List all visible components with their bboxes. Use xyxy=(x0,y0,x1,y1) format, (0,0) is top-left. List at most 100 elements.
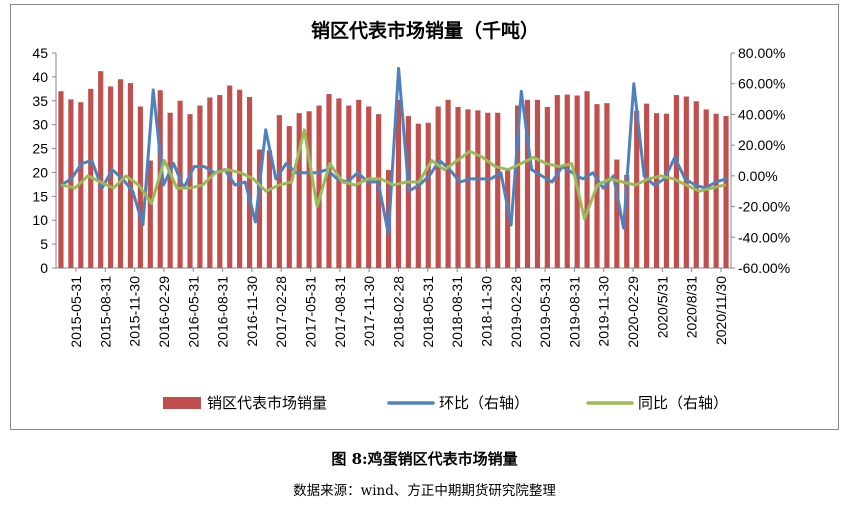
bar xyxy=(495,112,501,268)
x-tick-label: 2016-11-30 xyxy=(244,276,260,347)
bar xyxy=(634,110,640,268)
bar xyxy=(127,83,134,268)
mom-line xyxy=(59,66,728,236)
bar xyxy=(614,159,620,268)
left-tick-label: 45 xyxy=(32,45,48,61)
bar xyxy=(435,106,441,268)
bar xyxy=(207,97,213,268)
bar xyxy=(455,106,461,268)
x-tick-label: 2015-05-31 xyxy=(68,276,84,348)
left-tick-label: 20 xyxy=(32,164,48,180)
legend-label-mom: 环比（右轴） xyxy=(439,394,529,412)
bar xyxy=(554,95,560,269)
bar xyxy=(644,103,650,269)
bar xyxy=(475,110,481,268)
x-tick-label: 2019-02-28 xyxy=(508,276,524,348)
bar xyxy=(286,126,292,268)
chart-svg: 销区代表市场销量（千吨） 0 5 10 15 20 25 30 35 40 45 -60.00% -40… xyxy=(32,19,790,412)
bar xyxy=(326,94,332,268)
x-tick-label: 2016-08-31 xyxy=(215,276,231,348)
x-tick-label: 2020-02-29 xyxy=(625,276,641,348)
bar xyxy=(366,106,372,268)
bar xyxy=(713,113,719,268)
x-tick-label: 2017-05-31 xyxy=(303,276,319,348)
x-tick-label: 2015-11-30 xyxy=(127,276,143,347)
bar xyxy=(246,96,253,268)
right-tick-label: -60.00% xyxy=(738,260,790,276)
x-tick-label: 2016-02-29 xyxy=(156,276,172,348)
left-tick-label: 5 xyxy=(40,236,48,252)
bar xyxy=(624,174,630,268)
bar xyxy=(534,99,541,268)
chart-frame: 销区代表市场销量（千吨） 0 5 10 15 20 25 30 35 40 45 -60.00% -40… xyxy=(10,4,839,430)
x-tick-label: 2017-11-30 xyxy=(361,276,377,347)
bar xyxy=(465,109,471,268)
bar xyxy=(445,99,451,268)
bar xyxy=(524,99,531,268)
right-tick-label: 40.00% xyxy=(738,106,785,122)
bar xyxy=(415,123,421,268)
x-tick-label: 2016-05-31 xyxy=(185,276,201,348)
left-tick-label: 30 xyxy=(32,117,48,133)
x-tick-label: 2020/11/30 xyxy=(713,276,729,345)
bar xyxy=(167,112,173,268)
bar xyxy=(663,113,670,268)
left-tick-label: 40 xyxy=(32,69,48,85)
yoy-line xyxy=(60,128,727,221)
x-tick-label: 2019-05-31 xyxy=(537,276,553,348)
chart-title: 销区代表市场销量（千吨） xyxy=(311,19,539,42)
x-tick-label: 2017-02-28 xyxy=(273,276,289,348)
right-tick-label: 80.00% xyxy=(738,45,785,61)
x-tick-label: 2018-11-30 xyxy=(478,276,494,347)
bar xyxy=(78,102,84,268)
x-tick-label: 2020/8/31 xyxy=(684,276,700,338)
right-tick-label: 0.00% xyxy=(738,168,778,184)
bar xyxy=(256,149,263,268)
bar xyxy=(117,79,124,269)
left-tick-label: 25 xyxy=(32,141,48,157)
bar xyxy=(98,71,104,269)
left-tick-label: 35 xyxy=(32,93,48,109)
bar xyxy=(58,91,64,268)
right-tick-label: 60.00% xyxy=(738,76,785,92)
bar xyxy=(683,96,689,268)
right-tick-label: -40.00% xyxy=(738,229,790,245)
bar xyxy=(266,150,272,268)
bar xyxy=(336,98,342,268)
bar xyxy=(346,105,352,268)
source-note: 数据来源：wind、方正中期期货研究院整理 xyxy=(293,483,556,499)
bar xyxy=(217,95,223,269)
bar xyxy=(296,113,302,268)
x-tick-label: 2018-02-28 xyxy=(391,276,407,348)
bar xyxy=(485,112,491,268)
bar xyxy=(177,100,183,269)
x-tick-label: 2018-05-31 xyxy=(420,276,436,348)
bar xyxy=(584,91,590,268)
bar xyxy=(723,116,729,268)
right-tick-label: 20.00% xyxy=(738,137,785,153)
figure-caption: 图 8:鸡蛋销区代表市场销量 xyxy=(331,450,518,468)
bar xyxy=(147,160,153,268)
x-tick-label: 2017-08-31 xyxy=(332,276,348,348)
bar xyxy=(564,94,570,268)
bar xyxy=(316,105,322,268)
bar xyxy=(68,99,74,268)
x-tick-label: 2019-11-30 xyxy=(596,276,612,347)
legend-label-bar: 销区代表市场销量 xyxy=(207,394,327,412)
bar xyxy=(237,89,243,269)
bar xyxy=(108,86,114,268)
bar xyxy=(544,106,550,268)
bar xyxy=(653,113,660,268)
bar xyxy=(505,170,511,268)
bar xyxy=(276,115,282,268)
bar xyxy=(187,114,193,269)
bar xyxy=(425,122,431,268)
left-tick-label: 15 xyxy=(32,188,48,204)
bar xyxy=(306,111,312,269)
right-tick-label: -20.00% xyxy=(738,199,790,215)
left-tick-label: 0 xyxy=(40,260,48,276)
legend-swatch-bar xyxy=(163,397,201,409)
left-tick-label: 10 xyxy=(32,212,48,228)
legend-label-yoy: 同比（右轴） xyxy=(638,394,728,412)
bar xyxy=(515,105,521,268)
